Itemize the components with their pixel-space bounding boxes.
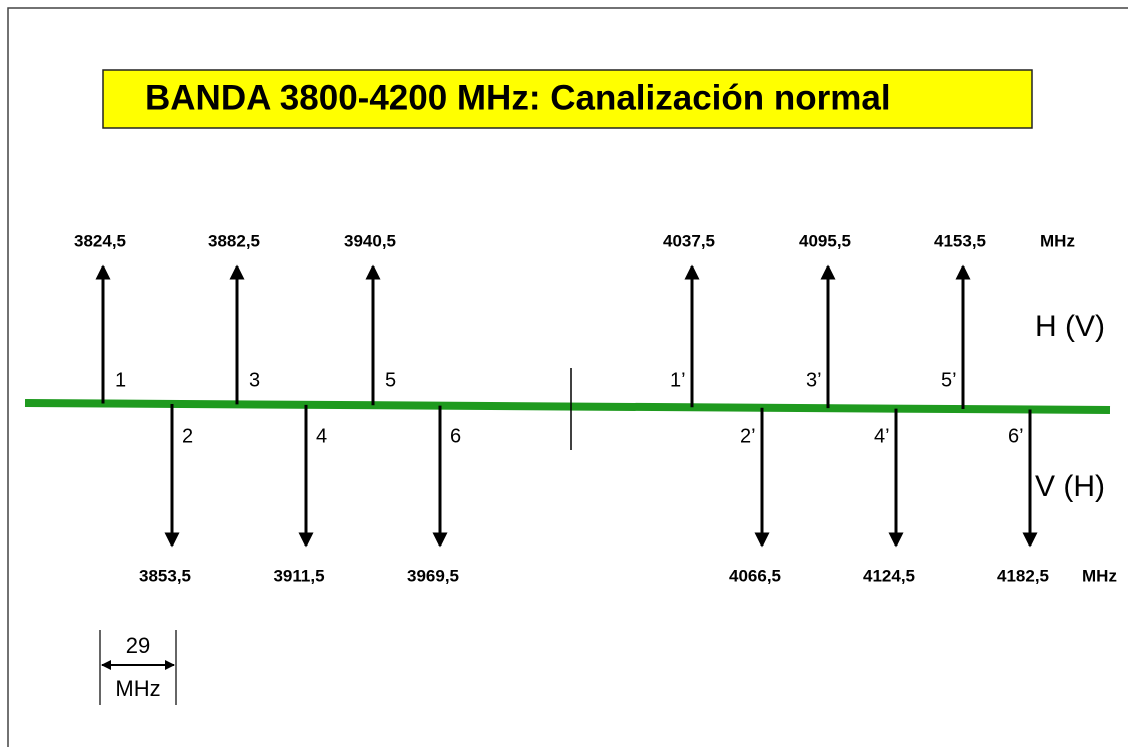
- frame: [7, 7, 1128, 747]
- channel-number: 2: [182, 425, 193, 447]
- polarization-label: H (V): [1035, 310, 1105, 343]
- channel-frequency: 3969,5: [407, 566, 459, 585]
- channel-frequency: 3882,5: [208, 231, 260, 250]
- channel-number: 5’: [941, 369, 957, 391]
- channel-frequency: 4124,5: [863, 566, 915, 585]
- channel-frequency: 4037,5: [663, 231, 715, 250]
- channel-number: 4’: [874, 425, 890, 447]
- title: BANDA 3800-4200 MHz: Canalización normal: [145, 78, 891, 117]
- channel-frequency: 3853,5: [139, 566, 191, 585]
- polarization-label: V (H): [1035, 470, 1105, 503]
- title-box: [102, 69, 1033, 129]
- channel-number: 6’: [1008, 425, 1024, 447]
- channel-number: 1: [115, 369, 126, 391]
- channel-number: 3: [249, 369, 260, 391]
- channel-frequency: 4066,5: [729, 566, 781, 585]
- channel-number: 3’: [806, 369, 822, 391]
- channel-number: 6: [450, 425, 461, 447]
- channel-number: 1’: [670, 369, 686, 391]
- channel-frequency: 4095,5: [799, 231, 851, 250]
- spacing-value: 29: [126, 633, 150, 658]
- spacing-unit: MHz: [115, 676, 160, 701]
- channel-frequency: 3911,5: [273, 566, 324, 585]
- unit-label: MHz: [1040, 231, 1075, 250]
- channel-frequency: 4182,5: [997, 566, 1049, 585]
- unit-label: MHz: [1082, 566, 1117, 585]
- channel-number: 2’: [740, 425, 756, 447]
- channel-frequency: 3824,5: [74, 231, 126, 250]
- channel-number: 5: [385, 369, 396, 391]
- band-line: [24, 399, 1111, 414]
- channel-frequency: 3940,5: [344, 231, 396, 250]
- channel-number: 4: [316, 425, 327, 447]
- channel-frequency: 4153,5: [934, 231, 986, 250]
